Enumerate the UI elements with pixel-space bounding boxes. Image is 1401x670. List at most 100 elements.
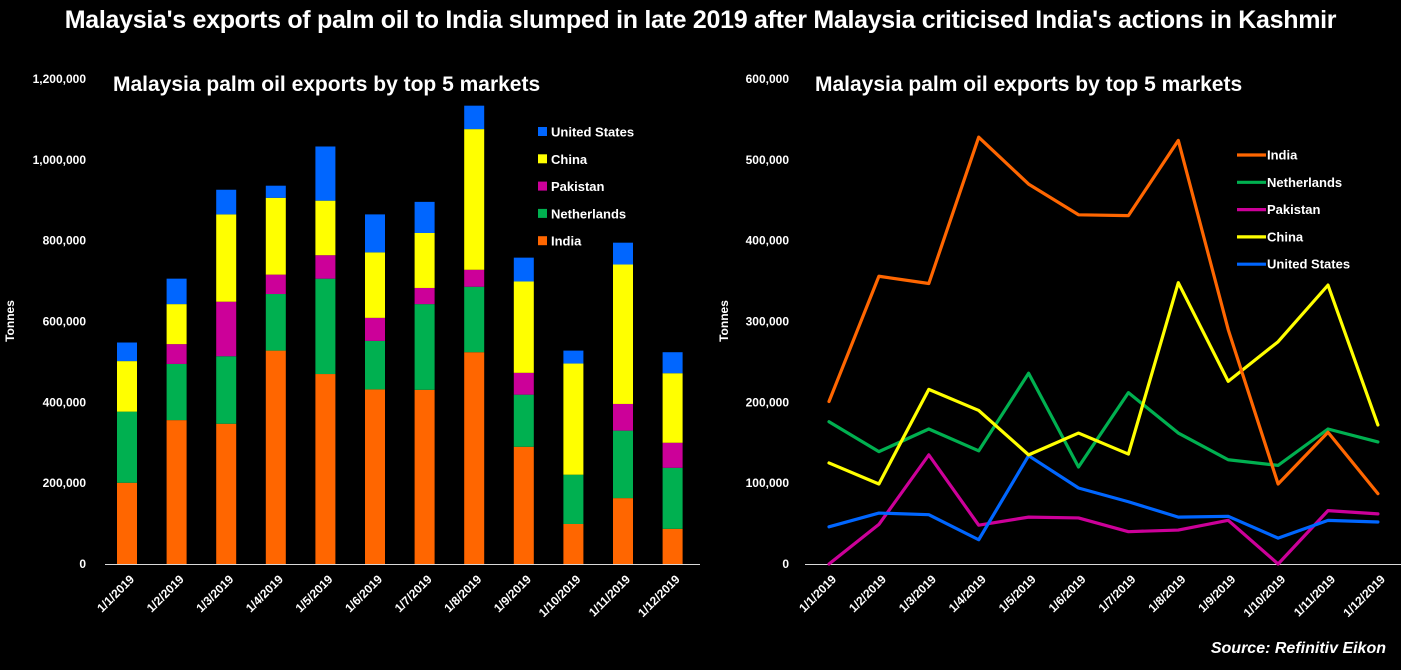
x-tick-label: 1/8/2019 [1145, 572, 1188, 615]
source-note: Source: Refinitiv Eikon [1210, 640, 1386, 657]
legend-label-united-states: United States [1267, 257, 1350, 272]
legend-label-india: India [1267, 148, 1298, 163]
x-tick-label: 1/4/2019 [946, 572, 989, 615]
y-tick-label: 1,000,000 [33, 153, 87, 167]
bar-china [662, 373, 683, 443]
bar-united-states [365, 214, 385, 253]
legend-swatch-china [538, 154, 547, 164]
bar-netherlands [662, 467, 683, 529]
bar-india [563, 523, 584, 564]
bar-india [414, 389, 435, 564]
bar-pakistan [513, 372, 534, 395]
legend-label-netherlands: Netherlands [1267, 175, 1342, 190]
legend-label-china: China [551, 152, 588, 167]
bar-china [513, 281, 534, 373]
bar-united-states [216, 189, 237, 215]
bar-india [117, 482, 137, 564]
y-tick-label: 400,000 [43, 395, 87, 409]
y-tick-label: 1,200,000 [33, 72, 87, 86]
bar-china [315, 200, 336, 256]
bar-netherlands [513, 394, 534, 447]
legend-swatch-netherlands [538, 208, 547, 218]
bar-united-states [265, 185, 286, 198]
bar-netherlands [414, 304, 435, 390]
bar-india [216, 423, 237, 564]
bar-netherlands [216, 356, 237, 424]
legend-label-china: China [1267, 229, 1304, 244]
y-tick-label: 800,000 [43, 234, 87, 248]
legend-swatch-india [538, 236, 547, 246]
bar-netherlands [365, 340, 385, 390]
legend-label-pakistan: Pakistan [551, 179, 605, 194]
bar-netherlands [563, 474, 584, 524]
bar-united-states [414, 201, 435, 233]
bar-pakistan [662, 442, 683, 468]
bar-united-states [563, 350, 584, 364]
x-tick-label: 1/7/2019 [1096, 572, 1139, 615]
y-tick-label: 0 [782, 557, 789, 571]
bar-pakistan [166, 344, 187, 364]
legend-label-united-states: United States [551, 125, 634, 140]
y-tick-label: 300,000 [746, 315, 790, 329]
legend-label-india: India [551, 234, 582, 249]
bar-china [365, 252, 385, 318]
x-tick-label: 1/12/2019 [1340, 572, 1388, 620]
x-tick-label: 1/1/2019 [796, 572, 839, 615]
line-china [827, 281, 1380, 486]
x-tick-label: 1/3/2019 [896, 572, 939, 615]
bar-united-states [315, 146, 336, 201]
bar-india [464, 352, 485, 564]
bar-pakistan [265, 274, 286, 295]
bar-united-states [662, 352, 683, 374]
bar-pakistan [464, 269, 485, 287]
legend-swatch-united-states [538, 127, 547, 136]
bar-india [662, 528, 683, 564]
line-united-states [827, 454, 1380, 542]
bar-china [265, 197, 286, 275]
y-tick-label: 0 [79, 557, 86, 571]
y-tick-label: 200,000 [43, 476, 87, 490]
line-pakistan [827, 453, 1380, 566]
chart-subtitle: Malaysia palm oil exports by top 5 marke… [815, 73, 1242, 96]
x-tick-label: 1/6/2019 [1046, 572, 1089, 615]
bar-pakistan [216, 301, 237, 357]
chart-subtitle: Malaysia palm oil exports by top 5 marke… [113, 73, 540, 96]
bar-china [216, 214, 237, 302]
bar-pakistan [365, 317, 385, 341]
bar-united-states [464, 105, 485, 130]
x-tick-label: 1/5/2019 [996, 572, 1039, 615]
bar-netherlands [315, 278, 336, 375]
main-title: Malaysia's exports of palm oil to India … [64, 6, 1337, 34]
legend-label-pakistan: Pakistan [1267, 202, 1321, 217]
x-tick-label: 1/11/2019 [1291, 572, 1338, 619]
bar-pakistan [414, 287, 435, 305]
x-tick-label: 1/9/2019 [1195, 572, 1238, 615]
y-tick-label: 600,000 [43, 315, 87, 329]
bar-united-states [513, 257, 534, 282]
bar-china [117, 361, 137, 412]
bar-india [315, 374, 336, 564]
y-tick-label: 500,000 [746, 153, 790, 167]
bar-pakistan [315, 255, 336, 279]
bar-pakistan [613, 403, 633, 431]
legend-swatch-pakistan [538, 181, 547, 191]
y-tick-label: 200,000 [746, 395, 790, 409]
y-tick-label: 400,000 [746, 234, 790, 248]
bar-netherlands [613, 430, 633, 499]
bar-india [613, 498, 633, 564]
y-tick-label: 100,000 [746, 476, 790, 490]
bar-netherlands [464, 286, 485, 353]
line-india [827, 135, 1380, 496]
bar-india [265, 350, 286, 564]
bar-china [613, 264, 633, 404]
bar-china [166, 304, 187, 345]
bar-netherlands [166, 363, 187, 421]
y-tick-label: 600,000 [746, 72, 790, 86]
legend-label-netherlands: Netherlands [551, 206, 626, 221]
x-tick-label: 1/10/2019 [1241, 572, 1289, 620]
y-axis-label: Tonnes [3, 300, 17, 342]
bar-united-states [117, 342, 137, 362]
bar-china [563, 363, 584, 475]
x-tick-label: 1/2/2019 [846, 572, 889, 615]
